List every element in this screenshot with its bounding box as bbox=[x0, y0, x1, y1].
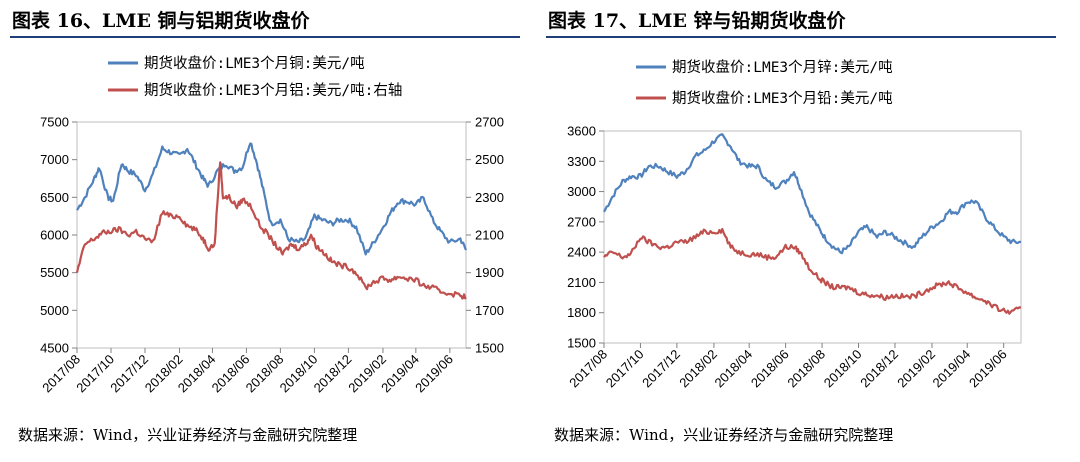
y-tick-label-left: 1800 bbox=[567, 305, 596, 320]
plot-frame bbox=[603, 130, 1022, 344]
y-tick-label-left: 2100 bbox=[567, 275, 596, 290]
y-tick-label-left: 2700 bbox=[567, 214, 596, 229]
y-tick-label-right: 1700 bbox=[475, 303, 504, 318]
y-tick-label-right: 2700 bbox=[475, 115, 504, 130]
series-line bbox=[76, 142, 468, 256]
chart-panel-copper-aluminum: 图表 16、LME 铜与铝期货收盘价 4500 5000 5500 6000 6500 7… bbox=[10, 0, 530, 462]
y-tick-label-right: 1900 bbox=[475, 265, 504, 280]
chart-panel-zinc-lead: 图表 17、LME 锌与铅期货收盘价 1500 1800 2100 2400 2700 3… bbox=[546, 0, 1066, 462]
x-tick-label: 2018/12 bbox=[857, 347, 901, 391]
y-tick-label-left: 3600 bbox=[567, 124, 596, 139]
legend-label: 期货收盘价:LME3个月铝:美元/吨:右轴 bbox=[144, 81, 402, 99]
x-tick-label: 2019/06 bbox=[966, 347, 1010, 391]
x-tick-label: 2018/06 bbox=[748, 347, 792, 391]
series-line bbox=[603, 227, 1022, 315]
series-line bbox=[603, 133, 1022, 255]
x-tick-label: 2017/10 bbox=[603, 347, 647, 391]
y-tick-label-left: 6000 bbox=[40, 228, 69, 243]
x-tick-label: 2019/06 bbox=[412, 352, 456, 396]
x-tick-label: 2018/04 bbox=[711, 347, 755, 391]
y-tick-label-left: 3300 bbox=[567, 154, 596, 169]
chart-copper-aluminum: 4500 5000 5500 6000 6500 7000 7500 1500 1700 1900… bbox=[39, 54, 504, 396]
x-tick-label: 2018/02 bbox=[676, 347, 720, 391]
y-tick-label-right: 2100 bbox=[475, 228, 504, 243]
y-tick-label-left: 2400 bbox=[567, 245, 596, 260]
chart-title: 图表 17、LME 锌与铅期货收盘价 bbox=[548, 10, 846, 32]
y-tick-label-right: 2500 bbox=[475, 152, 504, 167]
x-tick-label: 2017/08 bbox=[566, 347, 610, 391]
y-tick-label-right: 1500 bbox=[475, 341, 504, 356]
x-tick-label: 2019/02 bbox=[894, 347, 938, 391]
y-tick-label-left: 5500 bbox=[40, 265, 69, 280]
y-tick-label-left: 1500 bbox=[567, 336, 596, 351]
x-tick-label: 2018/10 bbox=[821, 347, 865, 391]
legend-label: 期货收盘价:LME3个月锌:美元/吨 bbox=[672, 58, 893, 76]
series-line bbox=[75, 161, 467, 300]
title-rule bbox=[546, 36, 1056, 38]
title-rule bbox=[10, 36, 520, 38]
legend-label: 期货收盘价:LME3个月铜:美元/吨 bbox=[144, 54, 365, 72]
y-tick-label-left: 6500 bbox=[40, 190, 69, 205]
x-tick-label: 2019/04 bbox=[930, 347, 974, 391]
plot-frame bbox=[76, 121, 467, 349]
chart-title: 图表 16、LME 铜与铝期货收盘价 bbox=[12, 10, 310, 32]
source-note: 数据来源：Wind，兴业证券经济与金融研究院整理 bbox=[18, 426, 358, 444]
y-tick-label-left: 7000 bbox=[40, 152, 69, 167]
y-tick-label-left: 7500 bbox=[40, 115, 69, 130]
y-tick-label-left: 4500 bbox=[40, 341, 69, 356]
y-tick-label-right: 2300 bbox=[475, 190, 504, 205]
legend-label: 期货收盘价:LME3个月铅:美元/吨 bbox=[672, 89, 893, 107]
y-tick-label-left: 3000 bbox=[567, 184, 596, 199]
y-tick-label-left: 5000 bbox=[40, 303, 69, 318]
x-tick-label: 2017/12 bbox=[639, 347, 683, 391]
chart-zinc-lead: 150018002100240027003000330036002017/082… bbox=[566, 58, 1022, 391]
x-tick-label: 2018/08 bbox=[784, 347, 828, 391]
source-note: 数据来源：Wind，兴业证券经济与金融研究院整理 bbox=[554, 426, 894, 444]
